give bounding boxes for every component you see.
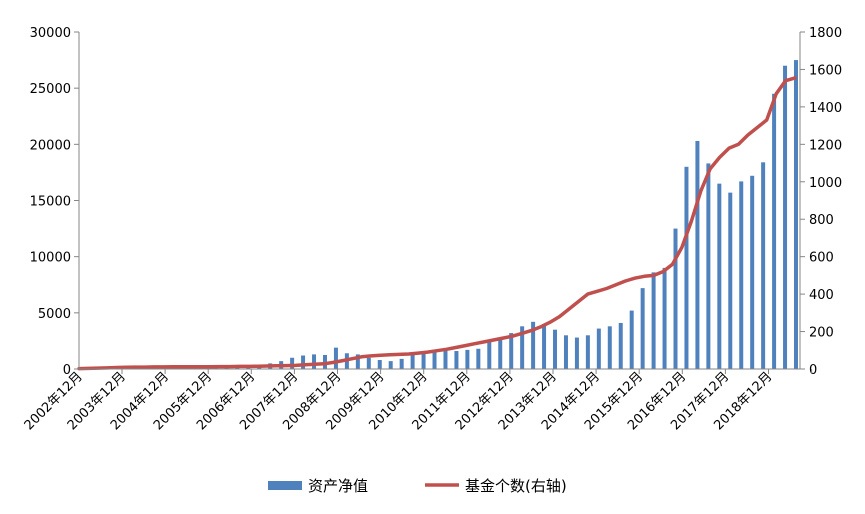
right-tick-label: 600	[809, 251, 834, 266]
bar	[629, 310, 634, 369]
bar	[487, 340, 492, 369]
bar	[553, 329, 558, 369]
right-tick-label: 800	[809, 213, 834, 228]
right-tick-label: 1200	[809, 138, 842, 153]
bar	[388, 361, 393, 369]
bar	[607, 326, 612, 369]
bar	[794, 60, 798, 369]
right-tick-label: 1400	[809, 101, 842, 116]
left-tick-label: 10000	[30, 251, 71, 266]
bar	[377, 360, 382, 369]
bar	[695, 140, 700, 369]
bar	[290, 357, 295, 369]
legend-bar-swatch	[268, 481, 302, 490]
bar	[684, 166, 689, 369]
left-axis-ticks: 0 5000 10000 15000 20000 25000 30000	[30, 26, 79, 378]
axes	[78, 32, 801, 370]
bar	[520, 326, 525, 369]
bar	[596, 328, 601, 369]
bar	[673, 228, 678, 369]
bar	[465, 349, 470, 369]
bar	[301, 355, 306, 369]
bar	[432, 351, 437, 369]
bar	[333, 347, 338, 369]
right-tick-label: 1000	[809, 176, 842, 191]
bar	[355, 354, 360, 369]
line-series	[77, 76, 797, 371]
legend: 资产净值 基金个数(右轴)	[268, 477, 567, 495]
bar	[585, 335, 590, 369]
legend-bar-label: 资产净值	[308, 477, 368, 495]
bar	[399, 358, 404, 369]
bar	[706, 163, 711, 369]
bar	[750, 175, 755, 369]
bar	[498, 338, 503, 369]
right-tick-label: 200	[809, 326, 834, 341]
bar	[443, 349, 448, 369]
bar	[761, 162, 766, 369]
bar	[728, 192, 733, 369]
right-tick-label: 1800	[809, 26, 842, 41]
bar	[366, 357, 371, 369]
bar	[542, 324, 547, 369]
bar	[717, 183, 722, 369]
bar	[574, 337, 579, 369]
right-tick-label: 0	[809, 363, 817, 378]
left-tick-label: 15000	[30, 195, 71, 210]
x-axis-ticks: 2002年12月2003年12月2004年12月2005年12月2006年12月…	[22, 369, 813, 433]
bar	[421, 352, 426, 369]
bar	[772, 93, 777, 370]
bar	[651, 272, 656, 369]
bar	[739, 181, 744, 369]
bar-series	[82, 60, 798, 370]
bar	[531, 321, 536, 369]
bar	[783, 65, 788, 369]
bar	[662, 267, 667, 369]
bar	[563, 335, 568, 369]
left-tick-label: 25000	[30, 82, 71, 97]
right-tick-label: 400	[809, 288, 834, 303]
bar	[312, 354, 317, 369]
bar	[640, 288, 645, 369]
fund-count-line	[77, 76, 797, 371]
right-axis-ticks: 0 200 400 600 800 1000 1200 1400 1600 1800	[800, 26, 842, 378]
left-tick-label: 0	[63, 363, 71, 378]
left-tick-label: 20000	[30, 138, 71, 153]
bar	[509, 333, 514, 369]
bar	[476, 348, 481, 369]
bar	[454, 351, 459, 369]
bar	[410, 354, 415, 369]
left-tick-label: 5000	[38, 307, 71, 322]
legend-line-label: 基金个数(右轴)	[465, 477, 567, 495]
left-tick-label: 30000	[30, 26, 71, 41]
bar	[618, 322, 623, 369]
right-tick-label: 1600	[809, 63, 842, 78]
